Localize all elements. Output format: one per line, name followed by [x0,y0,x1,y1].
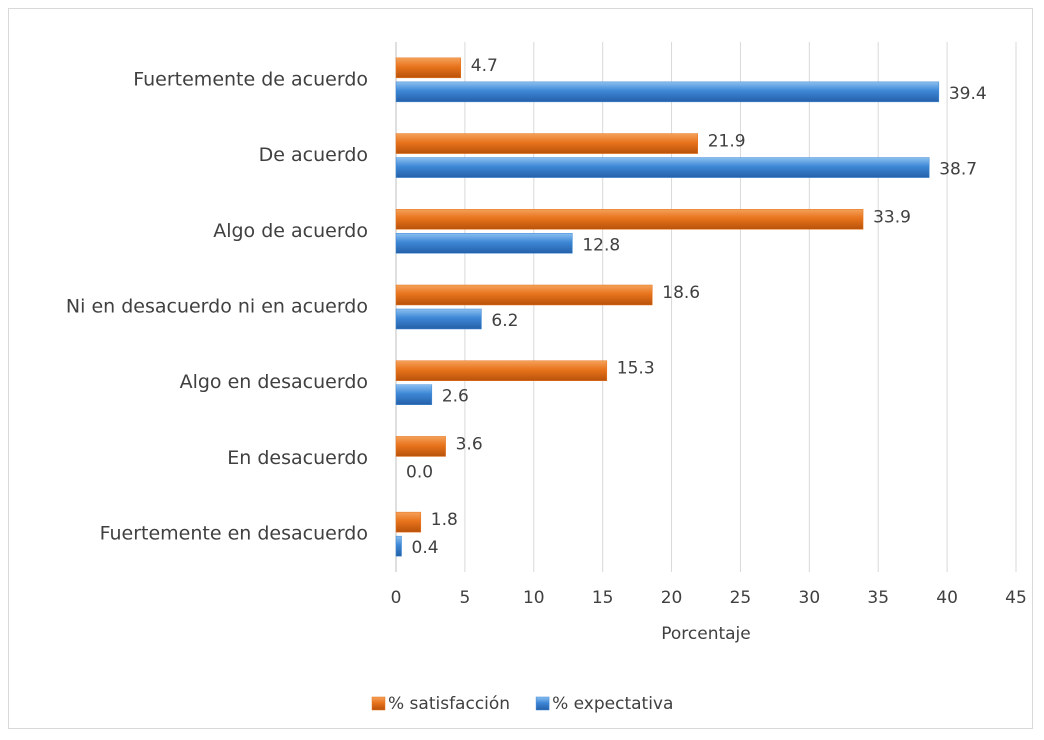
legend-swatch [535,696,550,711]
y-tick-label: Algo de acuerdo [213,220,368,242]
y-tick-label: En desacuerdo [227,447,368,469]
data-label: 33.9 [873,207,911,227]
data-label: 3.6 [456,434,483,454]
legend-label: % expectativa [552,694,673,714]
data-label: 39.4 [949,84,987,104]
legend-label: % satisfacción [388,694,510,714]
data-label: 18.6 [662,283,700,303]
data-label: 38.7 [939,160,977,180]
bar [395,384,433,405]
y-tick-label: Ni en desacuerdo ni en acuerdo [66,296,368,318]
x-tick-label: 5 [459,588,470,608]
legend-swatch [371,696,386,711]
bar [395,535,402,557]
bar [395,511,422,533]
data-label: 4.7 [471,56,498,76]
x-tick-label: 45 [1005,588,1027,608]
x-tick-label: 10 [523,588,545,608]
x-tick-label: 30 [799,588,821,608]
data-label: 21.9 [708,132,746,152]
data-label: 15.3 [617,359,655,379]
bar [395,81,940,103]
x-tick-label: 35 [867,588,889,608]
bar [395,436,446,457]
data-label: 0.0 [406,462,433,482]
bar [395,308,482,330]
chart-border [8,8,1033,729]
x-tick-label: 0 [391,588,402,608]
x-tick-label: 15 [592,588,614,608]
y-tick-label: Fuertemente de acuerdo [133,68,368,90]
bar [395,209,864,230]
data-label: 1.8 [431,510,458,530]
bar [395,57,462,79]
y-tick-label: Fuertemente en desacuerdo [100,523,368,545]
bar [395,233,573,254]
data-label: 2.6 [442,387,469,407]
data-label: 12.8 [582,235,620,255]
y-tick-label: Algo en desacuerdo [180,371,368,393]
x-tick-label: 20 [661,588,683,608]
bar [395,133,698,154]
x-axis-label: Porcentaje [661,624,751,644]
y-tick-label: De acuerdo [259,144,368,166]
bar [395,360,608,381]
data-label: 6.2 [491,311,518,331]
bar [395,284,653,306]
x-tick-label: 40 [936,588,958,608]
x-tick-label: 25 [730,588,752,608]
data-label: 0.4 [412,538,439,558]
bar [395,157,930,178]
